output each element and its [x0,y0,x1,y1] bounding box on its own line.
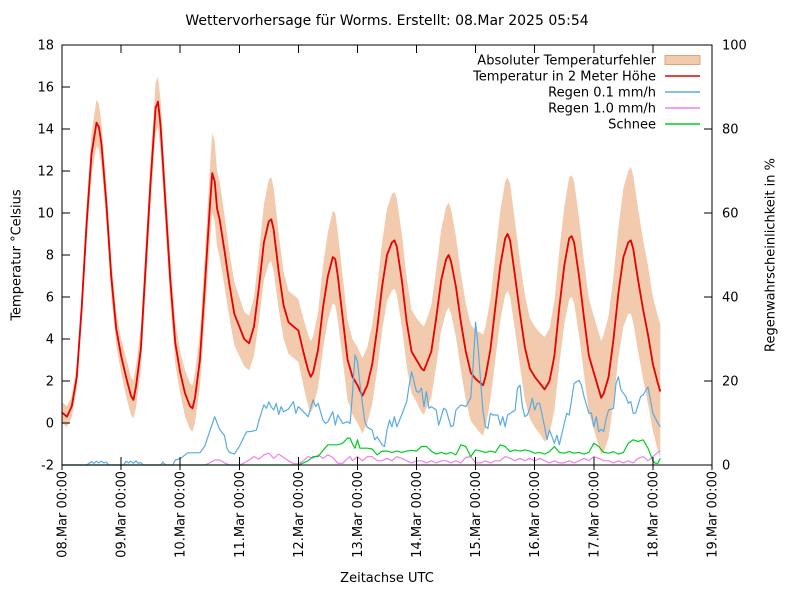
y-left-tick-label: 2 [46,375,54,390]
x-tick-label: 17.Mar 00:00 [587,471,602,558]
y-left-tick-label: 0 [46,417,54,432]
tick-labels: -2 0 2 4 6 8 10 12 14 16 18 0 20 40 60 80 100 08.Mar 00:0… [37,39,746,558]
legend-label: Absoluter Temperaturfehler [477,54,656,69]
chart-title: Wettervorhersage für Worms. Erstellt: 08… [185,13,589,29]
y-left-tick-label: 16 [37,81,54,96]
x-tick-label: 15.Mar 00:00 [469,471,484,558]
legend-entry: Schnee [608,118,700,133]
y-right-tick-label: 20 [722,375,739,390]
y-left-tick-label: 12 [37,165,54,180]
y-left-tick-label: 4 [46,333,54,348]
legend-entry: Absoluter Temperaturfehler [477,54,701,69]
x-tick-label: 18.Mar 00:00 [646,471,661,558]
legend-entry: Temperatur in 2 Meter Höhe [472,70,700,85]
y-left-tick-label: 6 [46,291,54,306]
legend-label: Temperatur in 2 Meter Höhe [472,70,656,85]
legend-label: Schnee [608,118,656,133]
rain-01-line [62,321,661,466]
x-tick-label: 09.Mar 00:00 [115,471,130,558]
x-tick-label: 11.Mar 00:00 [233,471,248,558]
legend-label: Regen 1.0 mm/h [548,102,656,117]
y-right-tick-label: 80 [722,123,739,138]
y-left-tick-label: 18 [37,39,54,54]
axes [61,44,713,470]
y-axis-title-right: Regenwahrscheinlichkeit in % [763,158,779,352]
y-left-tick-label: 8 [46,249,54,264]
x-tick-label: 12.Mar 00:00 [292,471,307,558]
y-left-tick-label: -2 [41,459,54,474]
y-right-tick-label: 0 [722,459,730,474]
temperature-line [61,100,662,418]
legend-label: Regen 0.1 mm/h [548,86,656,101]
snow-line [62,437,661,466]
legend-entry: Regen 1.0 mm/h [548,102,700,117]
legend-entry: Regen 0.1 mm/h [548,86,700,101]
x-tick-label: 13.Mar 00:00 [351,471,366,558]
y-left-tick-label: 14 [37,123,54,138]
x-tick-label: 16.Mar 00:00 [528,471,543,558]
y-right-tick-label: 60 [722,207,739,222]
y-right-tick-label: 40 [722,291,739,306]
legend-band-swatch [664,55,701,65]
y-axis-title-left: Temperatur °Celsius [9,189,25,321]
x-tick-label: 08.Mar 00:00 [56,471,71,558]
temperature-error-band [62,76,661,459]
y-right-tick-label: 100 [722,39,747,54]
x-tick-label: 10.Mar 00:00 [174,471,189,558]
rain-10-line [62,450,661,466]
x-tick-label: 19.Mar 00:00 [706,471,721,558]
x-axis-title: Zeitachse UTC [340,571,434,586]
y-left-tick-label: 10 [37,207,54,222]
x-tick-label: 14.Mar 00:00 [410,471,425,558]
